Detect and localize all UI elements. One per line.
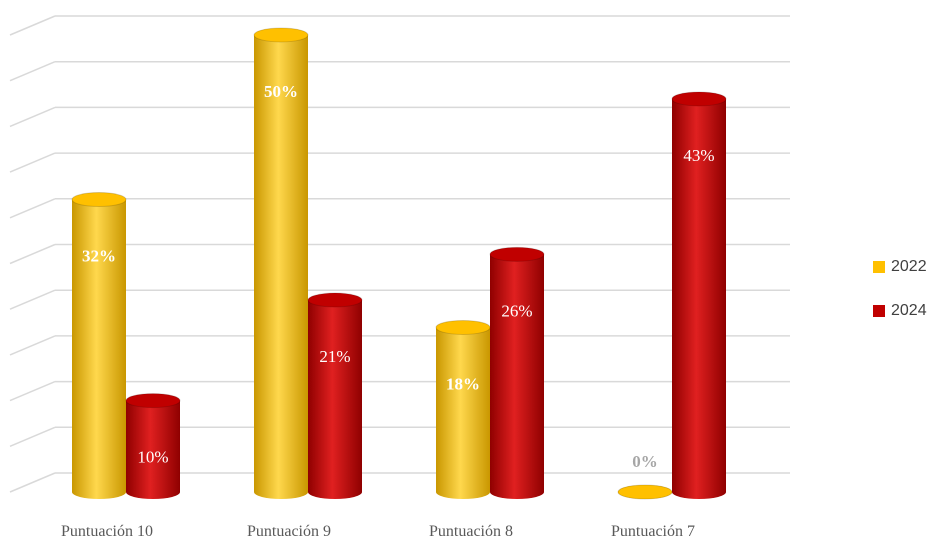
grid-line: [9, 15, 56, 36]
grid-line: [9, 426, 56, 447]
data-label: 0%: [632, 452, 658, 471]
bar-part: [436, 327, 490, 492]
bar-part: [435, 319, 491, 335]
bar-part: [308, 485, 362, 499]
bar: [435, 319, 491, 499]
grid-line: [9, 198, 56, 219]
bar: [253, 27, 309, 499]
grid-line: [9, 472, 56, 493]
x-tick-label: Puntuación 10: [61, 523, 153, 540]
bar-part: [672, 485, 726, 499]
bar-part: [490, 254, 544, 492]
grid-line: [9, 289, 56, 310]
legend-label: 2022: [891, 258, 927, 275]
legend-swatch: [873, 261, 885, 273]
bar-part: [672, 98, 726, 492]
data-label: 32%: [82, 247, 116, 266]
bar-part: [617, 484, 673, 500]
bar-part: [72, 199, 126, 492]
bar: [71, 192, 127, 499]
bar: [307, 292, 363, 499]
data-label: 18%: [446, 374, 480, 393]
grid-line: [9, 335, 56, 356]
bar-part: [126, 400, 180, 492]
bar: [125, 393, 181, 499]
data-label: 50%: [264, 82, 298, 101]
bar-part: [254, 35, 308, 492]
data-label: 43%: [683, 146, 714, 165]
bar-part: [671, 91, 727, 107]
bar: [489, 246, 545, 499]
bar: [617, 484, 673, 500]
bar-part: [254, 485, 308, 499]
grid-line: [9, 61, 56, 82]
legend-label: 2024: [891, 302, 927, 319]
legend-swatch: [873, 305, 885, 317]
bar-part: [125, 393, 181, 409]
grid-line: [9, 106, 56, 128]
grid-line: [9, 380, 56, 402]
bar-part: [436, 485, 490, 499]
data-label: 10%: [137, 448, 168, 467]
bar-part: [71, 192, 127, 208]
bar-part: [490, 485, 544, 499]
bar-part: [489, 246, 545, 262]
bar-part: [126, 485, 180, 499]
x-tick-label: Puntuación 8: [429, 523, 513, 540]
grid-line: [9, 152, 56, 173]
x-tick-label: Puntuación 9: [247, 523, 331, 540]
bar-part: [308, 300, 362, 492]
data-label: 21%: [319, 347, 350, 366]
data-label: 26%: [501, 301, 532, 320]
bar-part: [253, 27, 309, 43]
bar-part: [72, 485, 126, 499]
x-tick-label: Puntuación 7: [611, 523, 695, 540]
bar: [671, 91, 727, 499]
bar-part: [307, 292, 363, 308]
grid-line: [9, 243, 56, 265]
